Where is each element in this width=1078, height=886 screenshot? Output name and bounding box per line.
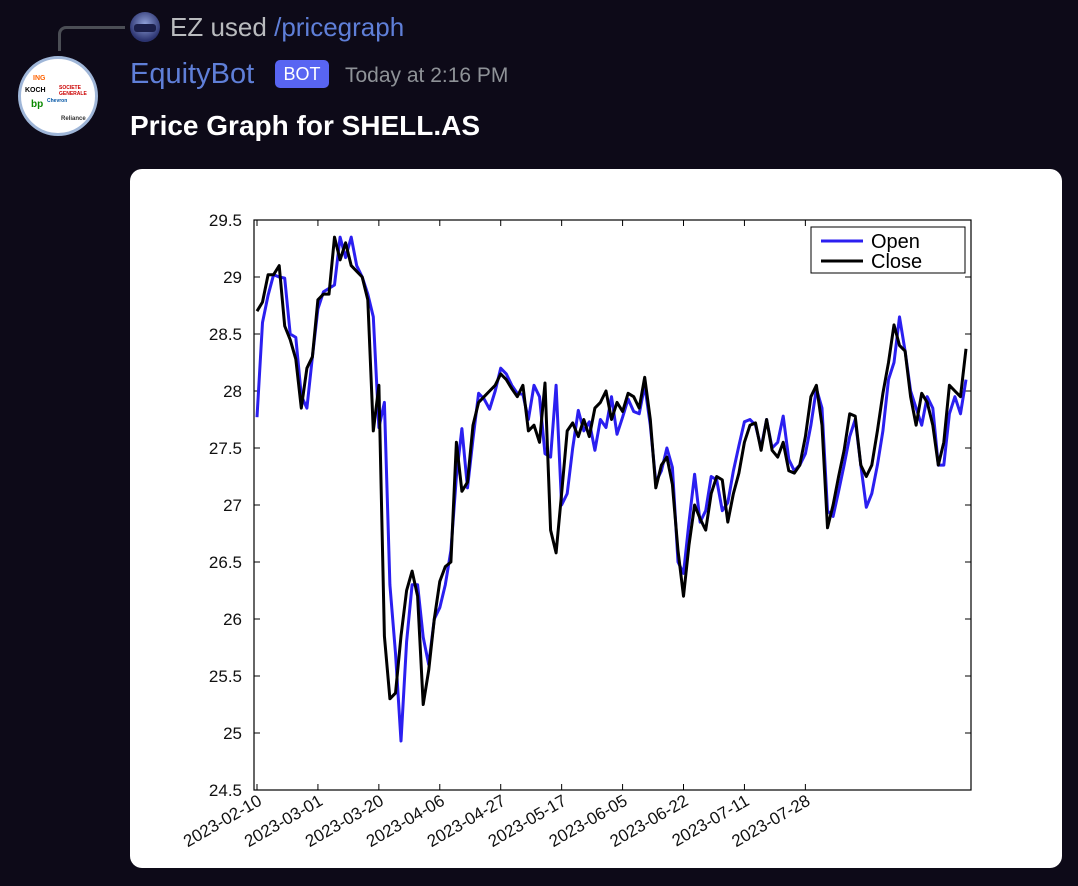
y-tick-label: 29: [223, 268, 242, 287]
plot-frame: [253, 219, 972, 791]
price-graph-image[interactable]: 24.5 25 25.5 26 26.5 27 27.5 28 28.5 29 29.5 2023-0…: [130, 169, 1062, 868]
series-line-open: [255, 235, 968, 743]
avatar-logo-chevron: Chevron: [47, 98, 68, 104]
y-tick-label: 28: [223, 382, 242, 401]
series-line-close: [255, 235, 968, 706]
reply-connector: [58, 26, 125, 51]
reply-verb: used: [210, 12, 267, 42]
avatar-logo-bp: bp: [31, 99, 44, 110]
y-tick-label: 29.5: [209, 211, 242, 230]
legend-box: [810, 226, 966, 274]
message-timestamp: Today at 2:16 PM: [345, 64, 509, 87]
y-tick-label: 25.5: [209, 667, 242, 686]
y-tick-label: 27: [223, 496, 242, 515]
avatar-logo-koch: KOCH: [25, 87, 46, 94]
slash-command-link[interactable]: /pricegraph: [274, 12, 405, 42]
y-tick-label: 28.5: [209, 325, 242, 344]
reply-user-avatar[interactable]: [130, 12, 160, 42]
y-tick-label: 26.5: [209, 553, 242, 572]
y-tick-label: 24.5: [209, 781, 242, 800]
y-tick-label: 26: [223, 610, 242, 629]
avatar-logo-socgen: SOCIETE GENERALE: [59, 85, 87, 97]
message-title: Price Graph for SHELL.AS: [130, 110, 481, 141]
price-chart: 24.52525.52626.52727.52828.52929.52023-0…: [180, 211, 972, 851]
y-tick-label: 25: [223, 724, 242, 743]
avatar-logo-reliance: Reliance: [61, 116, 86, 122]
legend-label-close: Close: [871, 251, 922, 273]
reply-user-name[interactable]: EZ: [170, 12, 204, 42]
legend-label-open: Open: [871, 231, 920, 253]
bot-avatar[interactable]: ING KOCH SOCIETE GENERALE bp Chevron Rel…: [18, 56, 98, 136]
y-tick-label: 27.5: [209, 439, 242, 458]
reply-context: EZ used /pricegraph: [170, 12, 404, 43]
bot-badge: BOT: [275, 60, 329, 88]
message-author[interactable]: EquityBot: [130, 58, 255, 90]
avatar-logo-ing: ING: [33, 75, 46, 82]
